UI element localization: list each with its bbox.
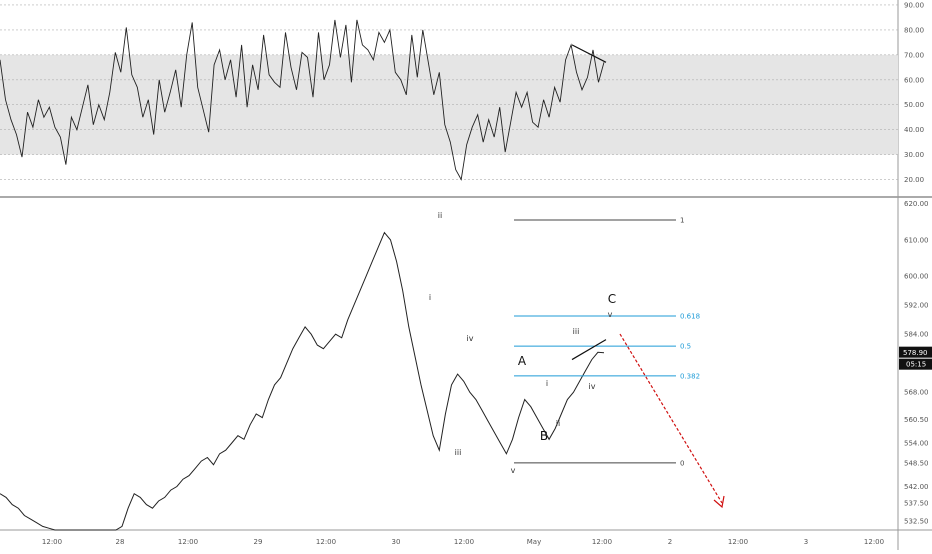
price-tick-label: 532.50 — [904, 517, 929, 525]
time-tick-label: 12:00 — [454, 538, 474, 546]
time-tick-label: 28 — [116, 538, 125, 546]
oscillator-tick-label: 30.00 — [904, 151, 924, 159]
wave-label: i — [546, 379, 548, 388]
wave-label: i — [429, 293, 431, 302]
time-tick-label: 12:00 — [864, 538, 884, 546]
price-tick-label: 600.00 — [904, 273, 929, 281]
oscillator-line — [0, 19, 605, 181]
price-tick-label: 542.00 — [904, 483, 929, 491]
wave-label: v — [608, 310, 613, 319]
countdown-label: 05:15 — [906, 361, 926, 369]
fib-level-label: 0 — [680, 459, 684, 467]
price-tick-label: 592.00 — [904, 302, 929, 310]
time-tick-label: 12:00 — [178, 538, 198, 546]
fib-level-label: 0.5 — [680, 343, 691, 351]
wave-label: ii — [438, 211, 442, 220]
time-tick-label: 12:00 — [592, 538, 612, 546]
wave-label: iv — [467, 334, 474, 343]
fib-level-label: 0.618 — [680, 313, 700, 321]
oscillator-tick-label: 90.00 — [904, 1, 924, 9]
wave-label: v — [511, 466, 516, 475]
wave-label: ii — [556, 419, 560, 428]
price-tick-label: 537.50 — [904, 499, 929, 507]
time-tick-label: May — [527, 538, 541, 546]
fib-level-label: 1 — [680, 216, 684, 224]
time-tick-label: 29 — [254, 538, 263, 546]
last-price-label: 578.90 — [903, 349, 928, 357]
wave-label: C — [608, 292, 616, 306]
price-tick-label: 560.50 — [904, 416, 929, 424]
oscillator-tick-label: 60.00 — [904, 76, 924, 84]
last-price-badge — [899, 346, 932, 358]
wave-label: iii — [573, 327, 580, 336]
oscillator-tick-label: 40.00 — [904, 126, 924, 134]
wave-label: iii — [455, 448, 462, 457]
projection-arrow-line — [619, 333, 723, 504]
price-tick-label: 548.50 — [904, 459, 929, 467]
oscillator-tick-label: 70.00 — [904, 51, 924, 59]
wave-label: iv — [589, 382, 596, 391]
countdown-badge — [899, 358, 932, 370]
oscillator-tick-label: 80.00 — [904, 26, 924, 34]
projection-arrow-head — [713, 495, 725, 509]
price-tick-label: 568.00 — [904, 389, 929, 397]
wave-label: A — [518, 354, 527, 368]
time-tick-label: 30 — [392, 538, 401, 546]
oscillator-tick-label: 20.00 — [904, 176, 924, 184]
oscillator-tick-label: 50.00 — [904, 101, 924, 109]
time-tick-label: 12:00 — [316, 538, 336, 546]
price-tick-label: 554.00 — [904, 439, 929, 447]
price-tick-label: 584.00 — [904, 331, 929, 339]
time-tick-label: 12:00 — [42, 538, 62, 546]
time-tick-label: 2 — [668, 538, 672, 546]
oscillator-divergence-line — [571, 44, 607, 63]
price-series-line — [0, 231, 605, 531]
price-tick-label: 610.00 — [904, 236, 929, 244]
price-tick-label: 620.00 — [904, 200, 929, 208]
wave-label: B — [540, 429, 548, 443]
price-trendline — [571, 339, 607, 361]
time-tick-label: 3 — [804, 538, 808, 546]
fib-level-label: 0.382 — [680, 372, 700, 380]
time-tick-label: 12:00 — [728, 538, 748, 546]
